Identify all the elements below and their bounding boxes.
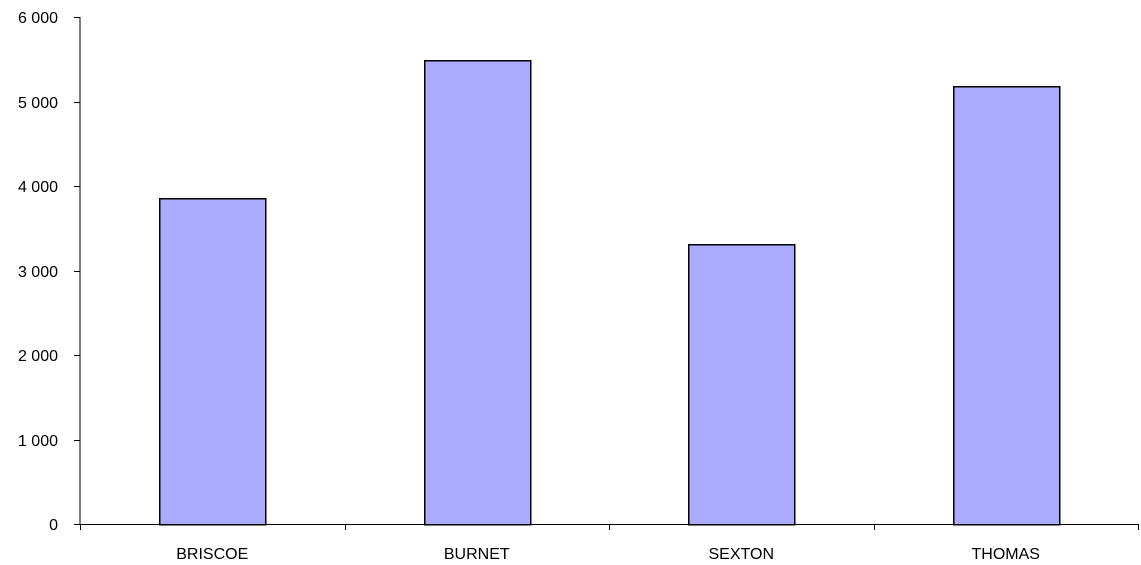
y-tick-label: 2 000 [18,348,58,365]
x-tick-label: SEXTON [709,546,775,563]
y-tick-label: 5 000 [18,95,58,112]
y-axis: 0 1 000 2 000 3 000 4 000 5 000 6 000 [18,10,80,534]
y-tick-label: 4 000 [18,179,58,196]
x-tick-label: BRISCOE [176,546,248,563]
y-tick-label: 1 000 [18,433,58,450]
x-tick-label: BURNET [444,546,510,563]
y-tick-label: 0 [49,517,58,534]
bar [160,199,266,525]
x-axis: BRISCOE BURNET SEXTON THOMAS [80,524,1139,563]
bar [689,245,795,525]
x-tick-label: THOMAS [972,546,1040,563]
bar [425,61,531,525]
y-tick-label: 6 000 [18,10,58,27]
y-tick-label: 3 000 [18,264,58,281]
bars [160,61,1060,525]
bar [954,87,1060,525]
